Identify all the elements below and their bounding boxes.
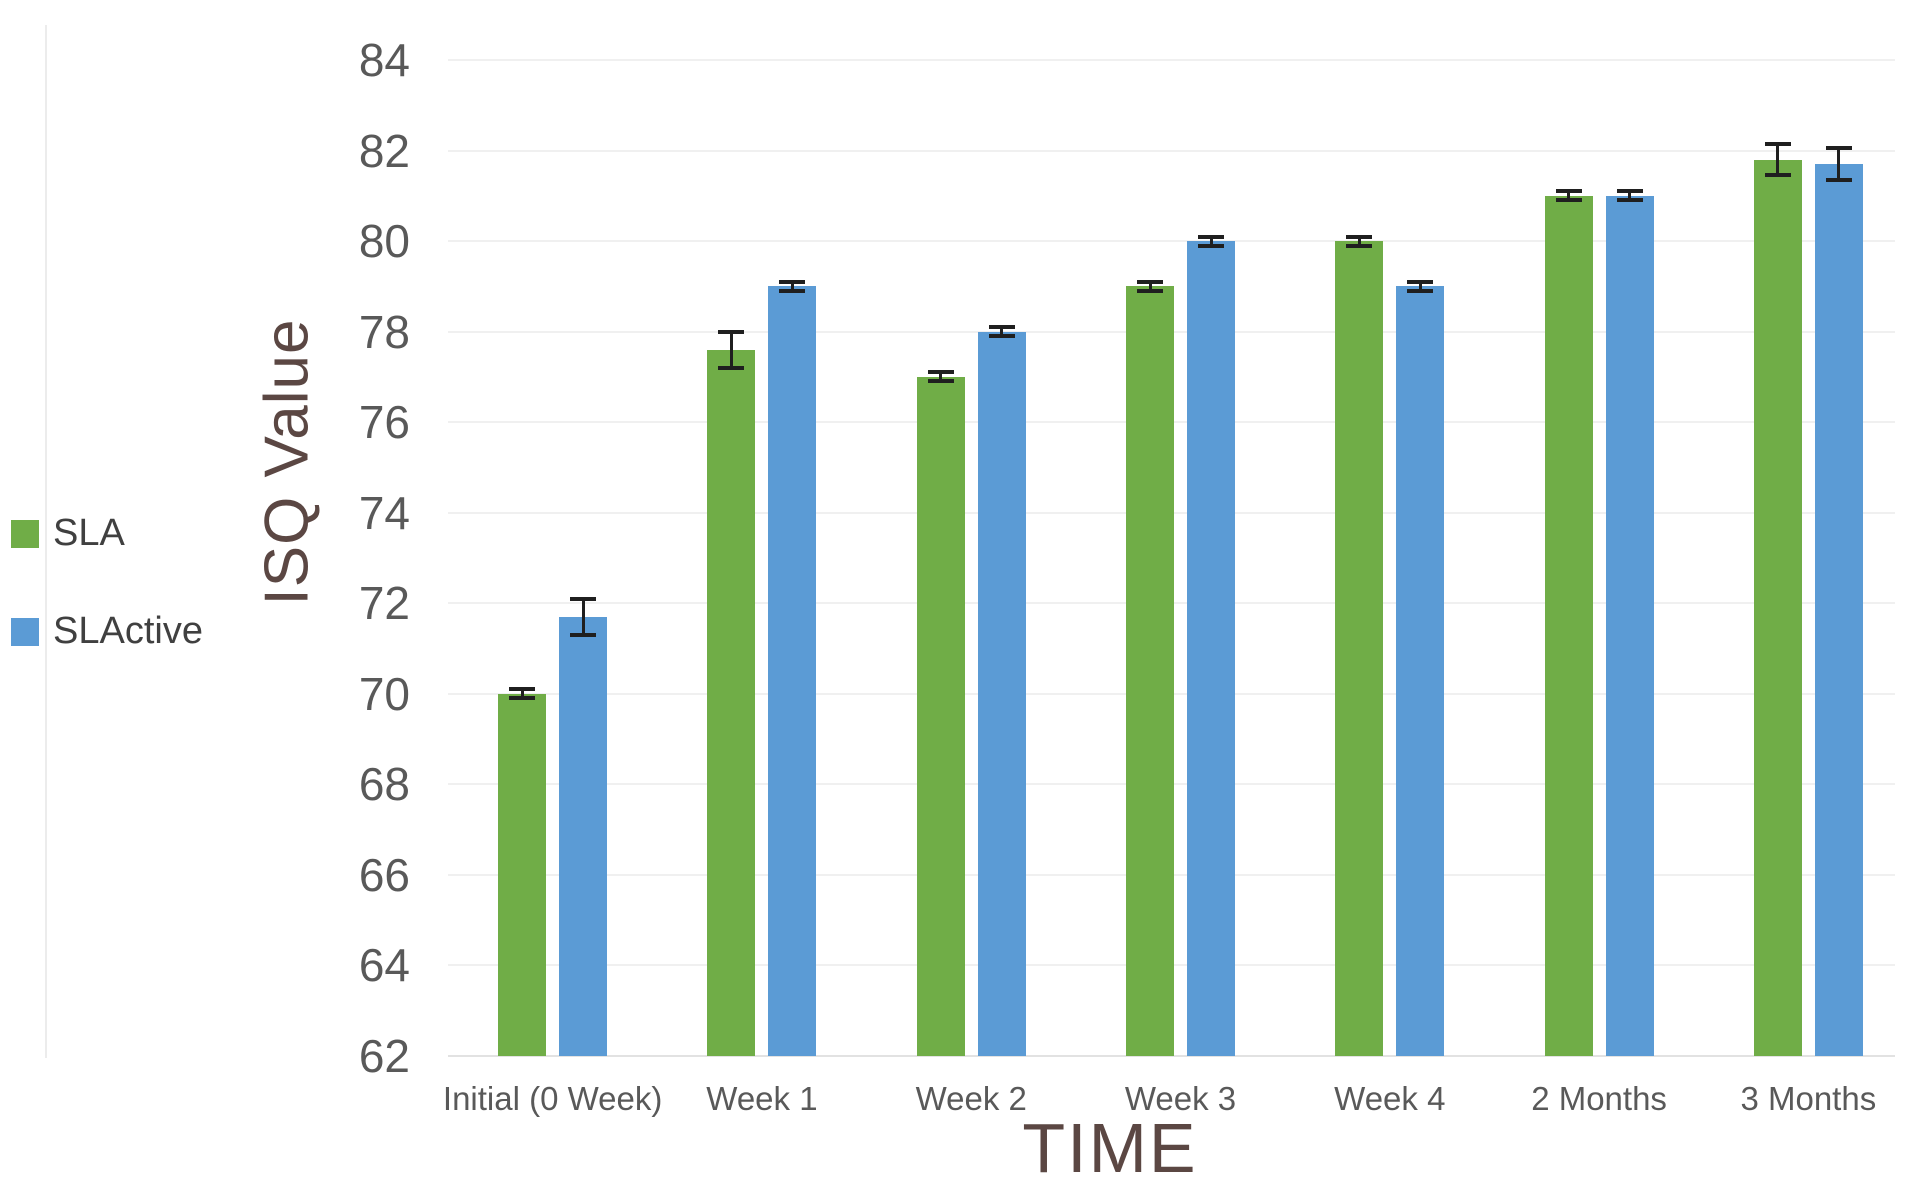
- y-tick-label-82: 82: [358, 124, 410, 177]
- bar-slactive-3: [977, 331, 1026, 1056]
- sla-color-swatch: [11, 519, 39, 548]
- x-category-label-5: Week 4: [1334, 1080, 1446, 1117]
- error-bar-slactive-4: [1209, 236, 1213, 246]
- error-bar-slactive-5: [1418, 281, 1422, 291]
- error-bar-sla-7: [1776, 143, 1780, 176]
- error-cap-bottom-sla-6: [1555, 198, 1582, 203]
- error-bar-sla-4: [1148, 281, 1152, 291]
- legend-label-sla: SLA: [53, 512, 125, 554]
- gridline-84: [448, 59, 1895, 61]
- y-tick-label-74: 74: [358, 486, 410, 539]
- error-cap-top-sla-6: [1555, 189, 1582, 194]
- gridline-62: [448, 1055, 1895, 1057]
- error-cap-bottom-sla-1: [509, 696, 536, 701]
- y-tick-label-84: 84: [358, 34, 410, 86]
- legend-item-slactive: SLActive: [11, 610, 203, 653]
- x-category-label-7: 3 Months: [1740, 1080, 1877, 1117]
- error-cap-top-slactive-6: [1616, 189, 1643, 194]
- error-bar-slactive-7: [1837, 148, 1841, 180]
- error-cap-bottom-slactive-2: [779, 288, 806, 293]
- error-bar-sla-2: [729, 331, 733, 368]
- error-cap-bottom-sla-7: [1764, 173, 1791, 178]
- error-bar-sla-6: [1567, 191, 1571, 201]
- bar-sla-3: [916, 376, 965, 1056]
- error-bar-slactive-6: [1628, 191, 1632, 201]
- error-cap-top-slactive-1: [570, 596, 597, 601]
- bar-slactive-2: [768, 286, 817, 1056]
- error-bar-sla-3: [939, 372, 943, 382]
- y-tick-label-80: 80: [358, 215, 410, 268]
- y-tick-label-72: 72: [358, 577, 410, 630]
- x-axis-title: TIME: [1022, 1109, 1198, 1187]
- error-cap-top-sla-1: [509, 687, 536, 692]
- y-tick-label-78: 78: [358, 305, 410, 358]
- slactive-color-swatch: [11, 617, 39, 646]
- bar-sla-7: [1753, 159, 1802, 1056]
- error-cap-top-sla-7: [1764, 141, 1791, 146]
- error-cap-top-sla-5: [1346, 234, 1373, 239]
- error-bar-slactive-1: [581, 598, 585, 635]
- error-cap-bottom-sla-2: [718, 365, 745, 370]
- error-cap-bottom-sla-5: [1346, 243, 1373, 248]
- y-tick-label-64: 64: [358, 939, 410, 992]
- error-bar-sla-1: [520, 689, 524, 699]
- bar-slactive-5: [1396, 286, 1445, 1056]
- error-cap-top-slactive-5: [1407, 279, 1434, 284]
- error-cap-top-slactive-3: [988, 325, 1015, 330]
- error-cap-bottom-slactive-4: [1198, 243, 1224, 248]
- y-tick-label-70: 70: [358, 667, 410, 720]
- gridline-80: [448, 240, 1895, 243]
- error-cap-top-slactive-7: [1825, 146, 1852, 151]
- error-cap-bottom-sla-4: [1137, 288, 1163, 293]
- y-tick-label-68: 68: [358, 758, 410, 811]
- error-bar-sla-5: [1357, 236, 1361, 246]
- bar-slactive-7: [1814, 164, 1863, 1056]
- x-category-label-6: 2 Months: [1531, 1080, 1667, 1117]
- error-cap-bottom-slactive-5: [1407, 288, 1434, 293]
- legend-label-slactive: SLActive: [53, 610, 203, 652]
- error-cap-top-sla-4: [1137, 279, 1163, 284]
- bar-slactive-4: [1187, 241, 1235, 1056]
- error-bar-slactive-2: [790, 281, 794, 291]
- error-cap-bottom-slactive-3: [988, 334, 1015, 339]
- error-cap-top-sla-3: [927, 370, 954, 375]
- y-tick-label-76: 76: [358, 396, 410, 449]
- bar-slactive-6: [1605, 195, 1654, 1056]
- legend: SLA SLActive: [11, 512, 203, 708]
- bar-sla-6: [1544, 195, 1593, 1056]
- error-bar-slactive-3: [1000, 327, 1004, 337]
- x-category-label-1: Initial (0 Week): [442, 1080, 663, 1117]
- bar-sla-4: [1126, 286, 1174, 1056]
- x-category-label-3: Week 2: [915, 1080, 1027, 1117]
- plot-area: Initial (0 Week) Week 1 Week 2 Week 3 Week 4…: [443, 0, 1913, 1200]
- bar-slactive-1: [559, 616, 608, 1056]
- y-tick-label-62: 62: [358, 1030, 410, 1082]
- error-cap-bottom-slactive-1: [570, 632, 597, 637]
- y-axis-tick-labels: 62 64 66 68 70 72 74 76 78 80 82 84: [0, 0, 410, 1200]
- bar-sla-1: [498, 693, 547, 1056]
- error-cap-top-slactive-4: [1198, 234, 1224, 239]
- error-cap-top-sla-2: [718, 329, 745, 334]
- x-category-label-2: Week 1: [706, 1080, 818, 1117]
- bar-sla-5: [1335, 241, 1384, 1056]
- error-cap-bottom-slactive-6: [1616, 198, 1643, 203]
- error-cap-bottom-slactive-7: [1825, 177, 1852, 182]
- error-cap-top-slactive-2: [779, 279, 806, 284]
- legend-item-sla: SLA: [11, 512, 203, 555]
- y-tick-label-66: 66: [358, 848, 410, 901]
- gridline-82: [448, 149, 1895, 152]
- bar-sla-2: [707, 349, 756, 1056]
- chart-frame-line: [45, 25, 47, 1058]
- error-cap-bottom-sla-3: [927, 379, 954, 384]
- x-category-label-4: Week 3: [1124, 1080, 1237, 1117]
